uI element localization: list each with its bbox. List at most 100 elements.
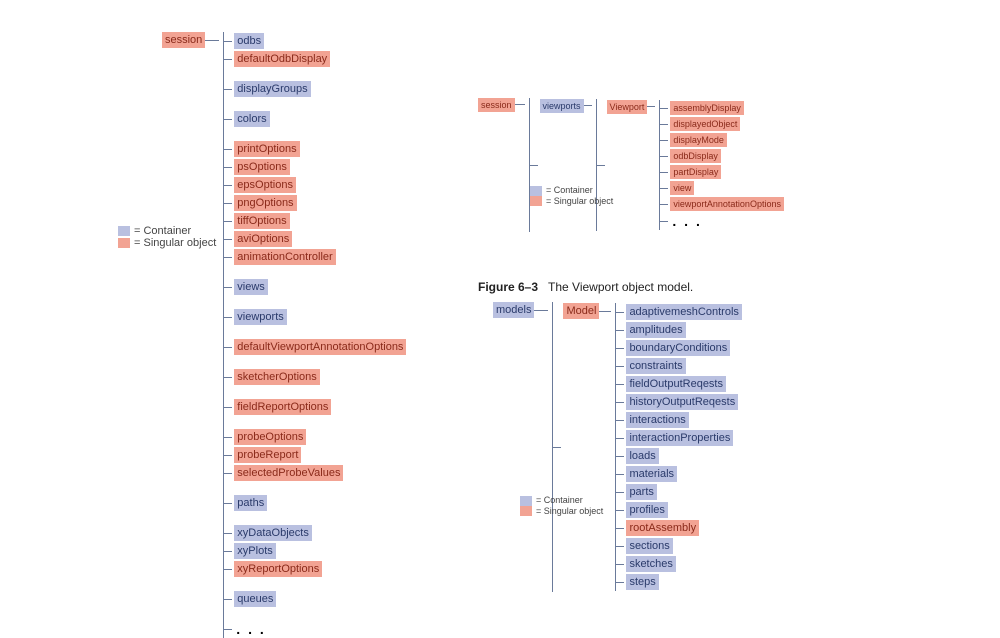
tree-row: xyPlots [234,542,406,560]
tree-row: interactionProperties [626,429,741,447]
node-odbs: odbs [234,33,264,49]
ellipsis: . . . [670,213,701,229]
node-materials: materials [626,466,677,482]
tree-row: interactions [626,411,741,429]
model-tree: models Model adaptivemeshControls amplitu… [493,302,742,592]
swatch-singular [118,238,130,248]
figure-text: The Viewport object model. [548,280,693,294]
node-selectedProbeValues: selectedProbeValues [234,465,343,481]
viewport-level2: Viewport [607,100,648,114]
node-historyOutputReqests: historyOutputReqests [626,394,738,410]
tree-row: boundaryConditions [626,339,741,357]
tree-row: fieldOutputReqests [626,375,741,393]
node-xyReportOptions: xyReportOptions [234,561,322,577]
tree-row: epsOptions [234,176,406,194]
tree-row: viewportAnnotationOptions [670,196,784,212]
tree-row: fieldReportOptions [234,398,406,416]
tree-row: xyDataObjects [234,524,406,542]
legend-singular-label-3: = Singular object [536,506,603,516]
swatch-container-2 [530,186,542,196]
models-root: models [493,302,534,318]
node-animationController: animationController [234,249,335,265]
node-displayMode: displayMode [670,133,727,147]
tree-row: probeReport [234,446,406,464]
tree-row: rootAssembly [626,519,741,537]
node-psOptions: psOptions [234,159,290,175]
node-view: view [670,181,694,195]
node-colors: colors [234,111,269,127]
tree-row: queues [234,590,406,608]
tree-row: constraints [626,357,741,375]
tree-row: probeOptions [234,428,406,446]
legend-model: = Container = Singular object [520,495,603,516]
tree-row: animationController [234,248,406,266]
tree-row: printOptions [234,140,406,158]
node-steps: steps [626,574,658,590]
node-rootAssembly: rootAssembly [626,520,699,536]
tree-row: . . . [670,212,784,230]
tree-row: aviOptions [234,230,406,248]
node-loads: loads [626,448,658,464]
swatch-container-3 [520,496,532,506]
node-displayedObject: displayedObject [670,117,740,131]
legend-left: = Container = Singular object [118,225,216,249]
legend-singular-label: = Singular object [134,237,216,249]
figure-number: Figure 6–3 [478,280,538,294]
node-profiles: profiles [626,502,667,518]
node-queues: queues [234,591,276,607]
node-fieldOutputReqests: fieldOutputReqests [626,376,726,392]
node-boundaryConditions: boundaryConditions [626,340,730,356]
tree-row: adaptivemeshControls [626,303,741,321]
node-xyDataObjects: xyDataObjects [234,525,312,541]
swatch-singular-3 [520,506,532,516]
tree-row: sketcherOptions [234,368,406,386]
model-level1: Model [563,303,599,319]
tree-row: historyOutputReqests [626,393,741,411]
node-viewports: viewports [234,309,286,325]
node-amplitudes: amplitudes [626,322,685,338]
node-tiffOptions: tiffOptions [234,213,289,229]
node-adaptivemeshControls: adaptivemeshControls [626,304,741,320]
node-xyPlots: xyPlots [234,543,275,559]
node-odbDisplay: odbDisplay [670,149,721,163]
session-root: session [162,32,205,48]
viewport-root-session: session [478,98,515,112]
tree-row: defaultViewportAnnotationOptions [234,338,406,356]
node-sketches: sketches [626,556,675,572]
legend-container-label: = Container [134,225,191,237]
node-viewportAnnotationOptions: viewportAnnotationOptions [670,197,784,211]
swatch-singular-2 [530,196,542,206]
node-assemblyDisplay: assemblyDisplay [670,101,744,115]
node-views: views [234,279,268,295]
node-epsOptions: epsOptions [234,177,296,193]
node-defaultViewportAnnotationOptions: defaultViewportAnnotationOptions [234,339,406,355]
tree-row: sections [626,537,741,555]
tree-row: selectedProbeValues [234,464,406,482]
tree-row: assemblyDisplay [670,100,784,116]
tree-row: partDisplay [670,164,784,180]
tree-row: loads [626,447,741,465]
tree-row: parts [626,483,741,501]
tree-row: pngOptions [234,194,406,212]
tree-row: displayMode [670,132,784,148]
model-children: adaptivemeshControls amplitudes boundaryCo… [615,303,741,591]
legend-container-label-2: = Container [546,185,593,195]
ellipsis: . . . [234,621,265,637]
tree-row: amplitudes [626,321,741,339]
node-partDisplay: partDisplay [670,165,721,179]
session-tree: session odbsdefaultOdbDisplaydisplayGrou… [162,32,406,638]
node-sketcherOptions: sketcherOptions [234,369,319,385]
viewport-level1-viewports: viewports [540,99,584,113]
tree-row: views [234,278,406,296]
figure-caption-6-3: Figure 6–3 The Viewport object model. [478,280,693,294]
legend-viewport: = Container = Singular object [530,185,613,206]
tree-row: odbs [234,32,406,50]
tree-row: defaultOdbDisplay [234,50,406,68]
tree-row: psOptions [234,158,406,176]
tree-row: odbDisplay [670,148,784,164]
tree-row: steps [626,573,741,591]
node-aviOptions: aviOptions [234,231,292,247]
node-interactionProperties: interactionProperties [626,430,733,446]
tree-row: paths [234,494,406,512]
node-parts: parts [626,484,656,500]
